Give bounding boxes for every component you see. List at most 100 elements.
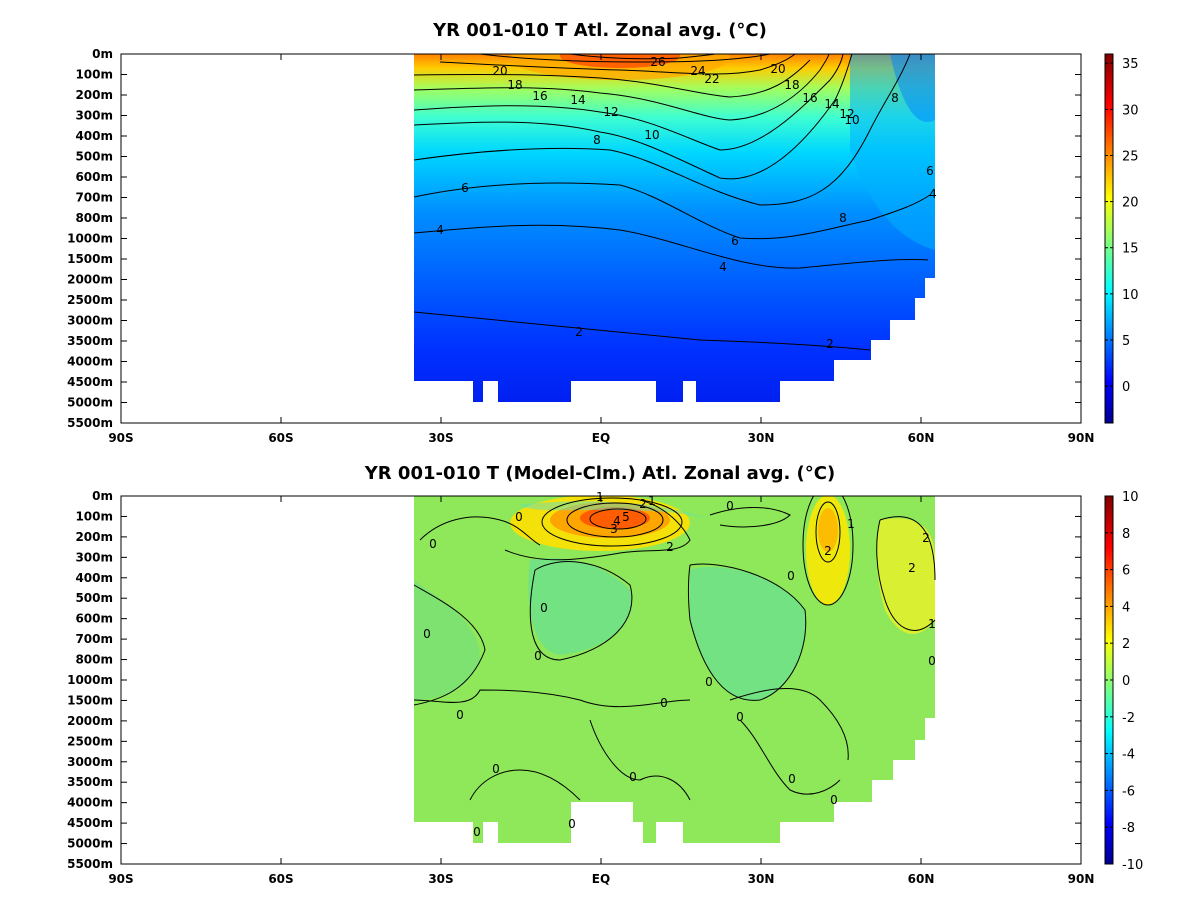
bottom-ytick-label: 300m — [75, 550, 113, 564]
top-ytick-label: 3500m — [67, 334, 113, 348]
bottom-contour-label: 1 — [928, 617, 936, 631]
bottom-chart-title: YR 001-010 T (Model-Clm.) Atl. Zonal avg… — [364, 463, 836, 484]
bottom-colorbar-ticks: 10 8 6 4 2 0 -2 -4 -6 -8 -10 — [1105, 490, 1143, 873]
top-ytick-label: 2000m — [67, 273, 113, 287]
top-contour-label: 14 — [824, 97, 839, 111]
top-field — [414, 54, 935, 402]
bottom-ytick-label: 800m — [75, 653, 113, 667]
top-xtick-label: 90S — [108, 431, 133, 445]
top-contour-label: 22 — [704, 72, 719, 86]
bottom-contour-label: 0 — [928, 654, 936, 668]
bottom-colorbar-label: -2 — [1122, 711, 1135, 726]
top-colorbar-label: 15 — [1122, 242, 1139, 257]
bottom-colorbar-label: 0 — [1122, 674, 1130, 689]
top-contour-label: 18 — [784, 78, 799, 92]
bottom-ytick-label: 3500m — [67, 775, 113, 789]
top-xtick-label: 30S — [428, 431, 453, 445]
top-contour-label: 18 — [507, 78, 522, 92]
bottom-contour-label: 0 — [568, 817, 576, 831]
bottom-ytick-label: 500m — [75, 591, 113, 605]
top-contour-label: 6 — [461, 181, 469, 195]
top-contour-label: 6 — [926, 164, 934, 178]
bottom-contour-label: 0 — [534, 649, 542, 663]
top-colorbar-label: 25 — [1122, 149, 1139, 164]
top-ytick-label: 3000m — [67, 314, 113, 328]
bottom-xtick-label: 30N — [748, 872, 775, 886]
bottom-xtick-label: 30S — [428, 872, 453, 886]
top-ytick-label: 4000m — [67, 355, 113, 369]
bottom-xtick-label: 90N — [1068, 872, 1095, 886]
bottom-colorbar-label: 6 — [1122, 564, 1130, 579]
bottom-axes: 0m 100m 200m 300m 400m 500m 600m 700m 800m 1000m 1… — [67, 489, 1094, 886]
bottom-contour-label: 0 — [540, 601, 548, 615]
top-contour-label: 12 — [603, 105, 618, 119]
top-colorbar-label: 5 — [1122, 334, 1130, 349]
bottom-contour-label: 0 — [736, 710, 744, 724]
top-contour-label: 20 — [492, 64, 507, 78]
top-ytick-label: 5500m — [67, 416, 113, 430]
bottom-ytick-label: 3000m — [67, 755, 113, 769]
top-contour-label: 16 — [532, 89, 547, 103]
bottom-contour-label: 1 — [648, 494, 656, 508]
bottom-ytick-label: 4500m — [67, 816, 113, 830]
bottom-contour-label: 2 — [639, 497, 647, 511]
bottom-contour-label: 0 — [726, 499, 734, 513]
bottom-ytick-label: 600m — [75, 612, 113, 626]
bottom-contour-label: 0 — [456, 708, 464, 722]
top-contour-label: 24 — [690, 64, 705, 78]
bottom-ytick-label: 4000m — [67, 796, 113, 810]
top-contours — [413, 54, 931, 351]
top-contour-label: 4 — [436, 223, 444, 237]
bottom-colorbar-label: 2 — [1122, 637, 1130, 652]
top-ytick-label: 200m — [75, 88, 113, 102]
bottom-contour-label: 4 — [613, 514, 621, 528]
bottom-xtick-label: 60S — [268, 872, 293, 886]
top-xtick-label: EQ — [592, 431, 610, 445]
top-colorbar-label: 20 — [1122, 196, 1139, 211]
top-contour-label: 20 — [770, 62, 785, 76]
bottom-colorbar-label: 10 — [1122, 490, 1139, 505]
top-contour-label: 8 — [593, 133, 601, 147]
bottom-contour-label: 1 — [596, 490, 604, 504]
bottom-xtick-label: 60N — [908, 872, 935, 886]
bottom-colorbar-label: -8 — [1122, 821, 1135, 836]
top-contour-label: 6 — [731, 234, 739, 248]
top-ytick-label: 2500m — [67, 293, 113, 307]
bottom-colorbar-label: -10 — [1122, 858, 1143, 873]
bottom-contour-label: 0 — [660, 696, 668, 710]
top-ytick-label: 500m — [75, 150, 113, 164]
top-contour-label: 8 — [891, 91, 899, 105]
top-contour-label: 2 — [575, 325, 583, 339]
top-ytick-label: 300m — [75, 109, 113, 123]
bottom-contour-label: 2 — [666, 540, 674, 554]
bottom-contour-label: 3 — [610, 522, 618, 536]
top-contour-label: 4 — [719, 260, 727, 274]
top-ytick-label: 600m — [75, 170, 113, 184]
top-contour-label: 16 — [802, 91, 817, 105]
top-chart-title: YR 001-010 T Atl. Zonal avg. (°C) — [433, 20, 767, 41]
bottom-contour-label: 0 — [788, 772, 796, 786]
bottom-contours — [413, 496, 936, 801]
bottom-colorbar-label: 8 — [1122, 527, 1130, 542]
bottom-contour-label: 1 — [847, 517, 855, 531]
top-colorbar-label: 35 — [1122, 57, 1139, 72]
bottom-contour-label: 0 — [787, 569, 795, 583]
top-xtick-label: 60S — [268, 431, 293, 445]
bottom-contour-label: 2 — [922, 531, 930, 545]
top-ytick-label: 5000m — [67, 396, 113, 410]
top-ytick-label: 0m — [92, 47, 113, 61]
top-colorbar-label: 10 — [1122, 288, 1139, 303]
bottom-ytick-label: 200m — [75, 530, 113, 544]
bottom-contour-label: 0 — [423, 627, 431, 641]
top-xtick-label: 90N — [1068, 431, 1095, 445]
bottom-ytick-label: 5000m — [67, 837, 113, 851]
top-ytick-label: 1000m — [67, 232, 113, 246]
bottom-contour-label: 0 — [629, 770, 637, 784]
bottom-ytick-label: 700m — [75, 632, 113, 646]
bottom-contour-label: 0 — [429, 537, 437, 551]
top-xtick-label: 30N — [748, 431, 775, 445]
top-colorbar-ticks: 35 30 25 20 15 10 5 0 — [1105, 57, 1139, 395]
top-contour-label: 26 — [650, 55, 665, 69]
